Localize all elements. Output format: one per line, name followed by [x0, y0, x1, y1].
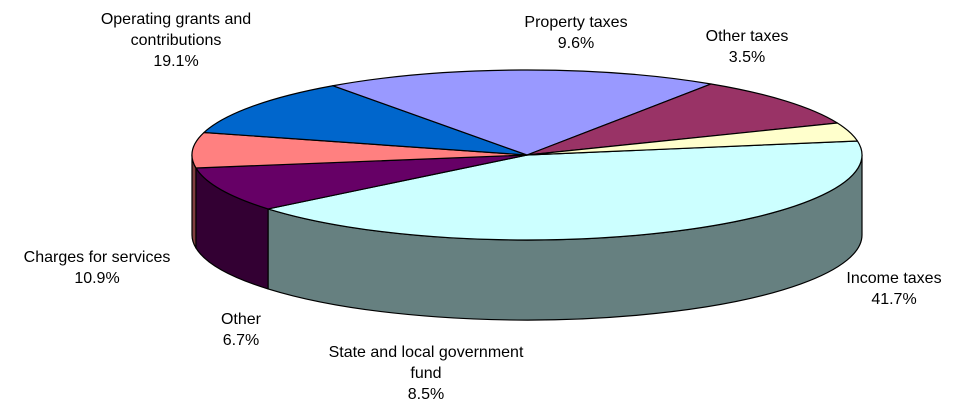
slice-label-income-taxes: Income taxes 41.7%: [846, 270, 941, 308]
slice-operating-grants-and-contributions: [332, 69, 712, 156]
slice-other: [191, 131, 528, 169]
pie-tops: [191, 69, 863, 241]
slice-income-taxes: [267, 140, 863, 241]
pie-labels: Income taxes 41.7% State and local governm…: [24, 11, 942, 403]
slice-label-property-taxes: Property taxes 9.6%: [524, 14, 627, 52]
slice-label-operating-grants-and-contributions: Operating grants and contributions 19.1%: [101, 11, 251, 70]
slice-other-taxes: [526, 122, 859, 156]
slice-label-other: Other 6.7%: [221, 311, 262, 349]
slice-side-other: [191, 154, 197, 249]
slice-property-taxes: [526, 83, 838, 156]
slice-charges-for-services: [203, 85, 528, 156]
slice-label-other-taxes: Other taxes 3.5%: [706, 28, 789, 66]
slice-state-and-local-government-fund: [195, 154, 528, 210]
slice-label-charges-for-services: Charges for services 10.9%: [24, 249, 171, 287]
slice-label-state-and-local-government-fund: State and local government fund 8.5%: [329, 344, 524, 403]
